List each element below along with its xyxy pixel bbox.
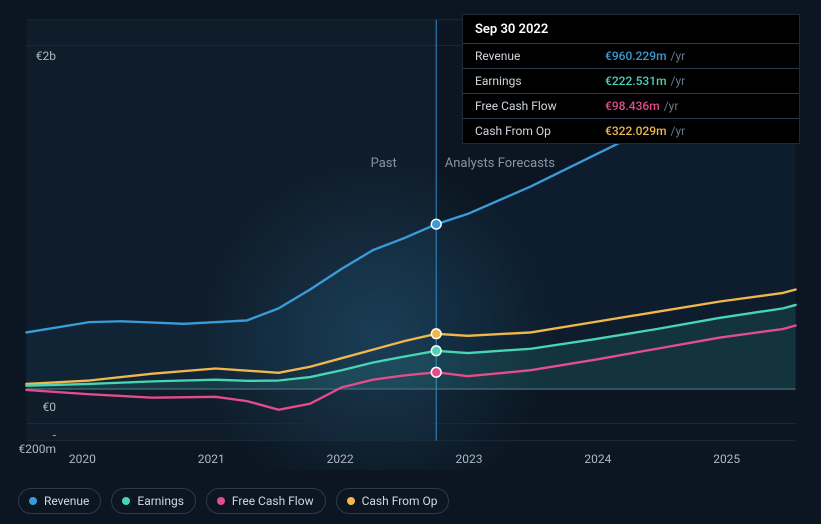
chart-tooltip: Sep 30 2022 Revenue€960.229m/yrEarnings€… <box>462 14 800 144</box>
legend-item-revenue[interactable]: Revenue <box>18 488 101 514</box>
tooltip-date: Sep 30 2022 <box>463 15 799 43</box>
legend-dot <box>217 497 225 505</box>
forecast-label: Analysts Forecasts <box>445 156 555 171</box>
legend-dot <box>29 497 37 505</box>
tooltip-row-unit: /yr <box>664 99 679 113</box>
y-axis-label: €0 <box>18 400 56 414</box>
tooltip-row-label: Revenue <box>475 49 605 63</box>
x-axis-label: 2021 <box>198 452 225 466</box>
legend-label: Revenue <box>44 494 89 508</box>
tooltip-rows: Revenue€960.229m/yrEarnings€222.531m/yrF… <box>463 43 799 143</box>
tooltip-row-label: Cash From Op <box>475 124 605 138</box>
tooltip-row-value: €222.531m <box>605 74 667 88</box>
legend-label: Earnings <box>137 494 184 508</box>
legend-dot <box>122 497 130 505</box>
legend-bar: Revenue Earnings Free Cash Flow Cash From O… <box>18 488 449 514</box>
x-axis-label: 2020 <box>69 452 96 466</box>
legend-dot <box>347 497 355 505</box>
legend-label: Free Cash Flow <box>232 494 314 508</box>
tooltip-row-unit: /yr <box>671 49 686 63</box>
x-axis-label: 2025 <box>713 452 740 466</box>
tooltip-row: Earnings€222.531m/yr <box>463 68 799 93</box>
tooltip-row-value: €322.029m <box>605 124 667 138</box>
y-axis-label: -€200m <box>18 428 56 456</box>
x-axis-label: 2022 <box>327 452 354 466</box>
legend-item-cash-from-op[interactable]: Cash From Op <box>336 488 450 514</box>
tooltip-row-label: Earnings <box>475 74 605 88</box>
tooltip-row-value: €960.229m <box>605 49 667 63</box>
tooltip-row-unit: /yr <box>671 124 686 138</box>
legend-item-free-cash-flow[interactable]: Free Cash Flow <box>206 488 326 514</box>
legend-item-earnings[interactable]: Earnings <box>111 488 196 514</box>
x-axis-label: 2023 <box>455 452 482 466</box>
legend-label: Cash From Op <box>362 494 438 508</box>
y-axis-label: €2b <box>18 49 56 63</box>
tooltip-row: Cash From Op€322.029m/yr <box>463 118 799 143</box>
tooltip-row-value: €98.436m <box>605 99 660 113</box>
tooltip-row-unit: /yr <box>671 74 686 88</box>
x-axis-label: 2024 <box>584 452 611 466</box>
tooltip-row-label: Free Cash Flow <box>475 99 605 113</box>
tooltip-row: Revenue€960.229m/yr <box>463 43 799 68</box>
past-label: Past <box>371 156 397 171</box>
tooltip-row: Free Cash Flow€98.436m/yr <box>463 93 799 118</box>
